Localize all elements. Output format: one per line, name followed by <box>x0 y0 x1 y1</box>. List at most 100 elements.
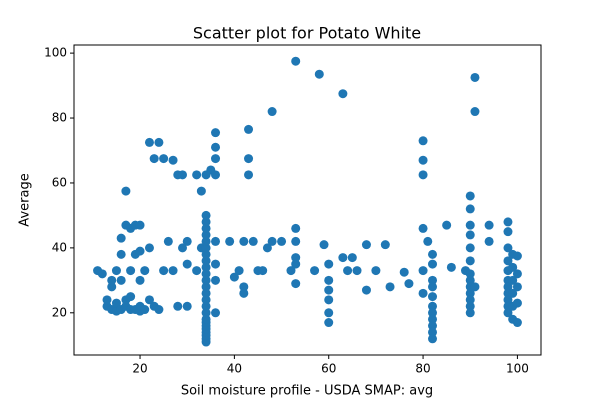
point <box>428 259 438 269</box>
point <box>291 279 301 289</box>
point <box>418 223 428 233</box>
point <box>428 301 438 311</box>
point <box>211 142 221 152</box>
point <box>465 308 475 318</box>
point <box>149 154 159 164</box>
point <box>102 295 112 305</box>
point <box>418 266 428 276</box>
point <box>343 266 353 276</box>
point <box>470 72 480 82</box>
point <box>211 259 221 269</box>
point <box>144 137 154 147</box>
y-tick-label: 60 <box>52 175 67 189</box>
point <box>244 124 254 134</box>
point <box>465 230 475 240</box>
point <box>508 262 518 272</box>
point <box>423 236 433 246</box>
point <box>465 191 475 201</box>
point <box>352 266 362 276</box>
point <box>116 275 126 285</box>
point <box>201 223 211 233</box>
point <box>201 230 211 240</box>
point <box>512 282 522 292</box>
point <box>465 295 475 305</box>
point <box>121 186 131 196</box>
point <box>163 236 173 246</box>
point <box>380 240 390 250</box>
plot-frame <box>73 44 542 356</box>
point <box>512 251 522 261</box>
point <box>244 154 254 164</box>
point <box>465 220 475 230</box>
point <box>211 275 221 285</box>
point <box>465 288 475 298</box>
point <box>465 275 475 285</box>
point <box>192 170 202 180</box>
point <box>211 308 221 318</box>
point <box>182 301 192 311</box>
point <box>291 259 301 269</box>
point <box>484 220 494 230</box>
point <box>107 282 117 292</box>
point <box>201 243 211 253</box>
point <box>418 155 428 165</box>
point <box>418 170 428 180</box>
point <box>201 314 211 324</box>
point <box>508 288 518 298</box>
point <box>319 240 329 250</box>
point <box>371 266 381 276</box>
point <box>154 305 164 315</box>
point <box>229 272 239 282</box>
point <box>465 243 475 253</box>
point <box>201 295 211 305</box>
point <box>442 220 452 230</box>
point <box>140 266 150 276</box>
point <box>244 170 254 180</box>
point <box>239 282 249 292</box>
point <box>262 243 272 253</box>
point <box>503 256 513 266</box>
point <box>470 107 480 117</box>
point <box>470 282 480 292</box>
point <box>97 269 107 279</box>
point <box>508 275 518 285</box>
point <box>168 266 178 276</box>
point <box>428 275 438 285</box>
point <box>324 308 334 318</box>
point <box>173 301 183 311</box>
point <box>512 318 522 328</box>
point <box>428 327 438 337</box>
y-tick-label: 80 <box>52 111 67 125</box>
point <box>159 154 169 164</box>
point <box>428 249 438 259</box>
point <box>201 275 211 285</box>
x-tick-label: 100 <box>506 362 529 376</box>
point <box>503 243 513 253</box>
point <box>111 298 121 308</box>
point <box>286 266 296 276</box>
point <box>211 128 221 138</box>
point <box>126 266 136 276</box>
point <box>418 288 428 298</box>
point <box>291 253 301 263</box>
x-tick-label: 40 <box>227 362 242 376</box>
point <box>324 259 334 269</box>
point <box>404 279 414 289</box>
point <box>465 301 475 311</box>
point <box>291 236 301 246</box>
point <box>211 236 221 246</box>
point <box>465 269 475 279</box>
point <box>201 288 211 298</box>
point <box>277 236 287 246</box>
point <box>399 267 409 277</box>
point <box>201 210 211 220</box>
point <box>484 236 494 246</box>
point <box>503 227 513 237</box>
x-tick-label: 60 <box>321 362 336 376</box>
point <box>314 69 324 79</box>
point <box>211 170 221 180</box>
point <box>248 236 258 246</box>
point <box>201 249 211 259</box>
point <box>428 314 438 324</box>
